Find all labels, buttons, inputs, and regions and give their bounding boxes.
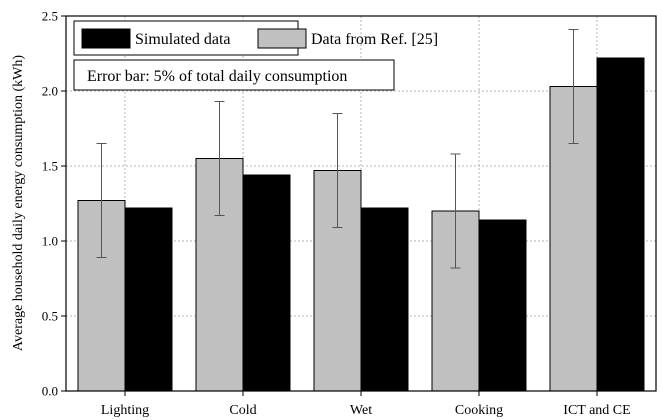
y-tick-label-2: 1.0 [42, 234, 58, 249]
bars [77, 29, 645, 392]
legend-label-reference: Data from Ref. [25] [311, 31, 438, 48]
annotation-text: Error bar: 5% of total daily consumption [87, 68, 347, 85]
y-axis-label: Average household daily energy consumpti… [11, 55, 26, 351]
annotation-box [73, 59, 395, 91]
bar-series1-4 [596, 57, 645, 392]
bar-series1-3 [478, 219, 527, 392]
x-tick-label-4: ICT and CE [563, 403, 630, 418]
y-tick-label-3: 1.5 [42, 159, 58, 174]
y-tick-label-4: 2.0 [42, 84, 58, 99]
bar-series1-0 [124, 207, 173, 392]
axes [61, 15, 657, 396]
annotation: Error bar: 5% of total daily consumption [73, 59, 395, 91]
x-tick-label-1: Cold [229, 403, 256, 418]
legend-label-simulated: Simulated data [135, 31, 231, 48]
x-tick-label-0: Lighting [101, 403, 149, 418]
legend-swatch-reference [257, 28, 307, 49]
tick-labels: 0.0 0.5 1.0 1.5 2.0 2.5 Lighting Cold Wet Cooking… [42, 9, 631, 419]
bar-series1-1 [242, 174, 291, 392]
y-tick-label-5: 2.5 [42, 9, 58, 24]
legend: Simulated data Data from Ref. [25] [73, 20, 438, 56]
y-tick-label-0: 0.0 [42, 384, 58, 399]
x-tick-label-3: Cooking [455, 403, 503, 418]
legend-swatch-simulated [81, 28, 131, 49]
y-tick-label-1: 0.5 [42, 309, 58, 324]
x-tick-label-2: Wet [350, 403, 372, 418]
bar-series1-2 [360, 207, 409, 392]
